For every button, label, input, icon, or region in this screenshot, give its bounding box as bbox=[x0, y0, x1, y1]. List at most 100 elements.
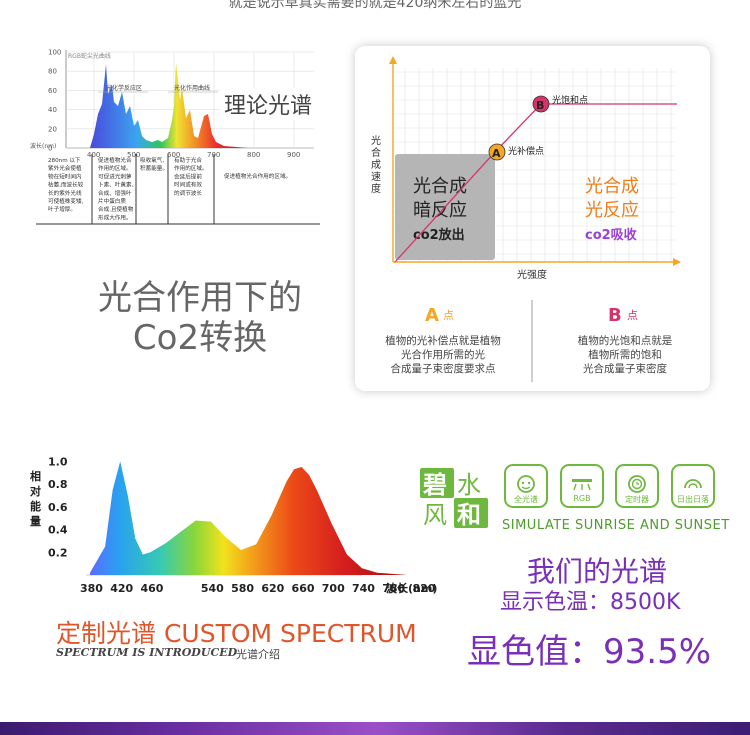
color-rendering-index: 显色值：93.5% bbox=[467, 632, 712, 672]
svg-text:成: 成 bbox=[371, 159, 381, 171]
b-point-title: B bbox=[608, 305, 622, 326]
face-icon bbox=[504, 464, 548, 508]
theory-y-tick: 80 bbox=[48, 68, 57, 76]
svg-text:对: 对 bbox=[30, 484, 41, 498]
theory-note: 促进植物光合作用的区域。可促进光刺萝卜素、叶黄素、合成、增强叶片中蛋白质合成,且… bbox=[98, 156, 137, 221]
x-tick-label: 620 bbox=[261, 582, 284, 595]
y-tick-label: 0.2 bbox=[48, 546, 68, 559]
y-tick-label: 0.6 bbox=[48, 501, 68, 514]
theory-spectrum-area bbox=[90, 62, 248, 148]
theory-note: 吸收氧气,积蓄能量。 bbox=[140, 156, 168, 172]
theory-legend: RGB蛇尖光曲线 bbox=[68, 52, 111, 60]
photosynthesis-curve bbox=[394, 103, 677, 263]
photosynthesis-card: 光合成 速度 光强度 光合成 暗反应 co2放出 A 光补偿点 B 光饱和点 光… bbox=[355, 46, 710, 391]
bottom-image-strip bbox=[0, 722, 750, 735]
feature-label: RGB bbox=[573, 494, 591, 503]
x-tick-label: 820 bbox=[412, 582, 435, 595]
b-point-suffix: 点 bbox=[627, 309, 638, 322]
point-b-label: 光饱和点 bbox=[552, 94, 588, 106]
svg-text:光: 光 bbox=[371, 134, 381, 147]
svg-text:合: 合 bbox=[371, 146, 381, 159]
theory-x-tick: 400 bbox=[87, 151, 100, 159]
theory-y-tick: 100 bbox=[48, 49, 61, 57]
custom-spectrum-chart: 相对能量 1.0 0.8 0.6 0.4 0.2 380 420 460 540 580 620 6… bbox=[0, 440, 460, 610]
feature-timer: 定时器 bbox=[614, 464, 660, 508]
svg-text:速: 速 bbox=[371, 171, 381, 183]
svg-text:风: 风 bbox=[423, 501, 447, 528]
theory-title: 理论光谱 bbox=[220, 88, 317, 120]
theory-note: 280nm 以下紫外光会使植物在短时间内枯萎,而波长较长的紫外光线可使植株变矮,… bbox=[48, 157, 84, 213]
theory-y-tick: 0 bbox=[48, 145, 52, 153]
y-tick-label: 0.4 bbox=[48, 524, 68, 537]
feature-label: 日出日落 bbox=[677, 495, 709, 504]
theory-note: 有助于光合作用的区域。会延后提前时间或有效的调节波长 bbox=[174, 156, 208, 197]
light-box-line-3: co2吸收 bbox=[585, 227, 638, 243]
x-tick-label: 700 bbox=[322, 582, 345, 595]
light-box-line-1: 光合成 bbox=[585, 176, 639, 197]
feature-label: 全光谱 bbox=[514, 495, 538, 504]
lamp-icon bbox=[560, 464, 604, 508]
dark-box-line-3: co2放出 bbox=[413, 227, 465, 243]
dark-box-line-1: 光合成 bbox=[413, 176, 467, 197]
x-tick-label: 420 bbox=[110, 582, 133, 595]
svg-text:水: 水 bbox=[457, 471, 481, 499]
theory-note: 促进植物光合作用的区域。 bbox=[224, 172, 291, 180]
x-tick-label: 580 bbox=[231, 582, 254, 595]
svg-text:和: 和 bbox=[457, 501, 481, 528]
x-tick-label: 540 bbox=[201, 582, 224, 595]
top-caption: 就是说示草真实需要的就是420纳米左右的蓝光 bbox=[228, 0, 522, 11]
feature-rgb: RGB bbox=[559, 464, 605, 508]
x-tick-label: 460 bbox=[140, 582, 163, 595]
spectrum-area bbox=[90, 461, 408, 575]
svg-text:碧: 碧 bbox=[422, 471, 447, 499]
theory-x-tick: 800 bbox=[247, 151, 260, 159]
a-point-description: 植物的光补偿点就是植物 光合作用所需的光 合成量子束密度要求点 bbox=[385, 335, 501, 375]
simulate-sunrise-sunset: SIMULATE SUNRISE AND SUNSET bbox=[502, 518, 730, 533]
svg-text:量: 量 bbox=[30, 515, 41, 528]
point-a-marker: A bbox=[492, 147, 501, 160]
light-box-line-2: 光反应 bbox=[585, 200, 639, 221]
photosynthesis-co2-title: 光合作用下的 Co2转换 bbox=[60, 278, 340, 358]
theory-y-tick: 40 bbox=[48, 106, 57, 114]
our-spectrum-title: 我们的光谱 bbox=[527, 555, 668, 588]
theory-y-tick: 20 bbox=[48, 125, 57, 133]
x-tick-label: 740 bbox=[352, 582, 375, 595]
svg-text:相: 相 bbox=[30, 469, 41, 483]
custom-spectrum-subtitle: SPECTRUM IS INTRODUCED bbox=[56, 646, 238, 659]
x-axis-label: 光强度 bbox=[517, 268, 547, 281]
a-point-title: A bbox=[425, 305, 439, 326]
dark-box-line-2: 暗反应 bbox=[413, 200, 467, 221]
color-temperature: 显示色温：8500K bbox=[500, 590, 681, 615]
point-a-label: 光补偿点 bbox=[508, 145, 544, 157]
x-tick-label: 780 bbox=[382, 582, 405, 595]
svg-text:度: 度 bbox=[371, 182, 381, 195]
x-axis-label: 波长(nm) bbox=[386, 581, 437, 595]
custom-spectrum-title: 定制光谱 CUSTOM SPECTRUM bbox=[56, 619, 417, 648]
big-title-line-2: Co2转换 bbox=[132, 318, 268, 358]
point-b-marker: B bbox=[536, 99, 544, 112]
theory-y-tick: 60 bbox=[48, 87, 57, 95]
y-tick-label: 1.0 bbox=[48, 455, 68, 468]
feature-label: 定时器 bbox=[625, 495, 649, 504]
sunrise-icon bbox=[671, 464, 715, 508]
big-title-line-1: 光合作用下的 bbox=[98, 278, 302, 318]
x-tick-label: 380 bbox=[80, 582, 103, 595]
theory-band-blue: 光化学反应区 bbox=[106, 84, 142, 92]
theory-x-tick: 500 bbox=[127, 151, 140, 159]
custom-spectrum-subtitle-cn: 光谱介绍 bbox=[236, 648, 280, 661]
feature-full-spectrum: 全光谱 bbox=[503, 464, 549, 508]
timer-icon bbox=[615, 464, 659, 508]
svg-text:能: 能 bbox=[30, 499, 41, 513]
b-point-description: 植物的光饱和点就是 植物所需的饱和 光合成量子束密度 bbox=[577, 335, 673, 375]
a-point-suffix: 点 bbox=[443, 309, 454, 322]
y-tick-label: 0.8 bbox=[48, 478, 68, 491]
theory-band-red: 光化作用曲线 bbox=[174, 84, 210, 92]
feature-sunrise-sunset: 日出日落 bbox=[670, 464, 716, 508]
y-axis-label: 光合成 速度 bbox=[371, 134, 381, 195]
theory-x-tick: 600 bbox=[167, 151, 180, 159]
theory-x-tick: 900 bbox=[287, 151, 300, 159]
theory-x-label: 波长(nm) bbox=[30, 142, 56, 150]
x-tick-label: 660 bbox=[292, 582, 315, 595]
